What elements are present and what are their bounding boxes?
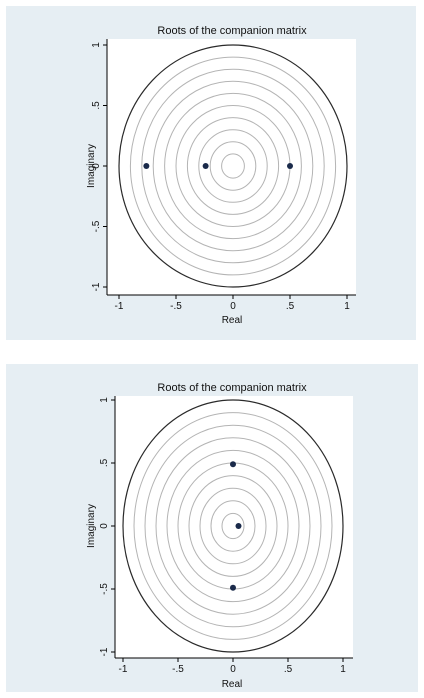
chart-title: Roots of the companion matrix xyxy=(157,382,307,394)
y-axis-label: Imaginary xyxy=(86,144,97,188)
x-tick-label: 0 xyxy=(230,301,236,312)
x-axis-label: Real xyxy=(222,315,243,326)
grid-circle xyxy=(210,500,256,552)
y-tick-label: 0 xyxy=(91,163,102,169)
x-tick-label: .5 xyxy=(284,664,293,675)
grid-circle xyxy=(199,487,267,565)
root-point xyxy=(230,461,236,468)
grid-circle xyxy=(198,129,268,203)
grid-circle xyxy=(166,449,300,603)
root-chart-bottom: -1 -.5 0 .5 1 -1 -.5 0 .5 1 Roots of the companio… xyxy=(86,382,353,690)
grid-circle xyxy=(188,475,278,577)
chart-panel-top: -1 -.5 0 .5 1 -1 -.5 0 .5 1 Roots of the companio… xyxy=(6,6,416,340)
x-tick-label: -.5 xyxy=(172,664,184,675)
grid-circle xyxy=(186,117,280,215)
y-tick-label: -.5 xyxy=(99,583,110,595)
grid-circles xyxy=(133,412,333,640)
y-tick-label: -1 xyxy=(91,282,102,291)
unit-circle xyxy=(118,44,348,288)
y-tick-label: 1 xyxy=(91,42,102,48)
root-point xyxy=(143,163,150,169)
x-tick-label: 0 xyxy=(230,664,236,675)
y-tick-label: 1 xyxy=(99,397,110,403)
x-tick-label: -1 xyxy=(115,301,124,312)
grid-circle xyxy=(129,56,337,276)
x-tick-label: -1 xyxy=(119,664,128,675)
x-tick-label: -.5 xyxy=(170,301,182,312)
y-axis-label: Imaginary xyxy=(86,504,97,548)
grid-circle xyxy=(144,424,322,628)
y-tick-label: 0 xyxy=(99,523,110,529)
grid-circle xyxy=(155,437,311,615)
grid-circle xyxy=(152,80,314,252)
plot-area xyxy=(115,396,353,658)
x-tick-label: 1 xyxy=(344,301,350,312)
grid-circle xyxy=(133,412,333,640)
root-point xyxy=(202,163,209,169)
x-axis-label: Real xyxy=(222,679,243,690)
grid-circle xyxy=(141,68,325,264)
chart-panel-bottom: -1 -.5 0 .5 1 -1 -.5 0 .5 1 Roots of the companio… xyxy=(6,364,418,692)
y-tick-label: .5 xyxy=(91,101,102,110)
grid-circle xyxy=(209,141,257,191)
root-point xyxy=(235,523,242,529)
x-tick-label: .5 xyxy=(286,301,295,312)
chart-title: Roots of the companion matrix xyxy=(157,25,307,37)
grid-circle xyxy=(221,512,245,540)
y-tick-label: .5 xyxy=(99,458,110,467)
root-point xyxy=(230,584,236,591)
root-point xyxy=(287,163,293,169)
y-tick-label: -.5 xyxy=(91,220,102,232)
unit-circle xyxy=(122,399,344,653)
root-chart-top: -1 -.5 0 .5 1 -1 -.5 0 .5 1 Roots of the companio… xyxy=(86,25,356,326)
grid-circle xyxy=(164,92,302,240)
y-tick-label: -1 xyxy=(99,647,110,656)
x-tick-label: 1 xyxy=(340,664,346,675)
grid-circles xyxy=(129,56,337,276)
grid-circle xyxy=(221,153,245,179)
